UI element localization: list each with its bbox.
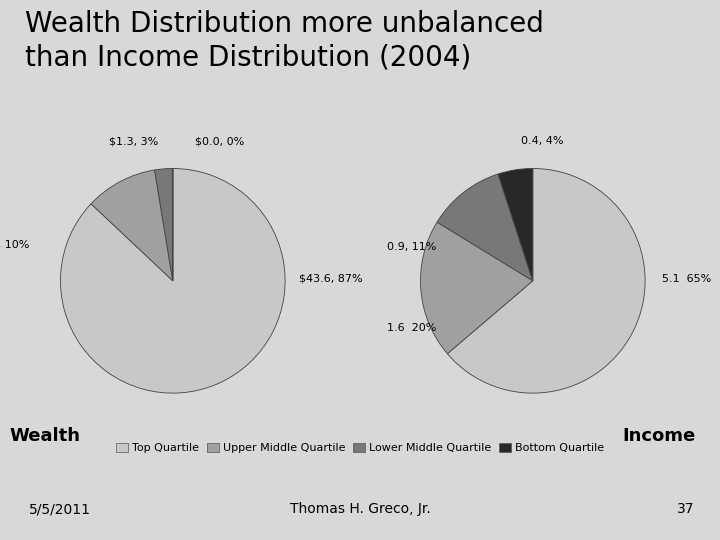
Wedge shape	[155, 168, 173, 281]
Text: 0.9, 11%: 0.9, 11%	[387, 242, 436, 252]
Text: 37: 37	[678, 502, 695, 516]
Text: 0.4, 4%: 0.4, 4%	[521, 136, 563, 146]
Text: Income: Income	[622, 427, 696, 445]
Wedge shape	[420, 222, 533, 354]
Text: 1.6  20%: 1.6 20%	[387, 323, 436, 333]
Wedge shape	[91, 170, 173, 281]
Legend: Top Quartile, Upper Middle Quartile, Lower Middle Quartile, Bottom Quartile: Top Quartile, Upper Middle Quartile, Low…	[116, 443, 604, 454]
Text: Wealth: Wealth	[10, 427, 81, 445]
Text: $1.3, 3%: $1.3, 3%	[109, 136, 158, 146]
Text: $5.2, 10%: $5.2, 10%	[0, 240, 29, 250]
Text: $43.6, 87%: $43.6, 87%	[299, 274, 362, 284]
Text: Thomas H. Greco, Jr.: Thomas H. Greco, Jr.	[289, 502, 431, 516]
Text: 5/5/2011: 5/5/2011	[29, 502, 91, 516]
Text: Wealth Distribution more unbalanced
than Income Distribution (2004): Wealth Distribution more unbalanced than…	[25, 10, 544, 71]
Wedge shape	[60, 168, 285, 393]
Text: 5.1  65%: 5.1 65%	[662, 274, 711, 284]
Wedge shape	[498, 168, 533, 281]
Wedge shape	[437, 174, 533, 281]
Wedge shape	[447, 168, 645, 393]
Text: $0.0, 0%: $0.0, 0%	[195, 136, 245, 146]
